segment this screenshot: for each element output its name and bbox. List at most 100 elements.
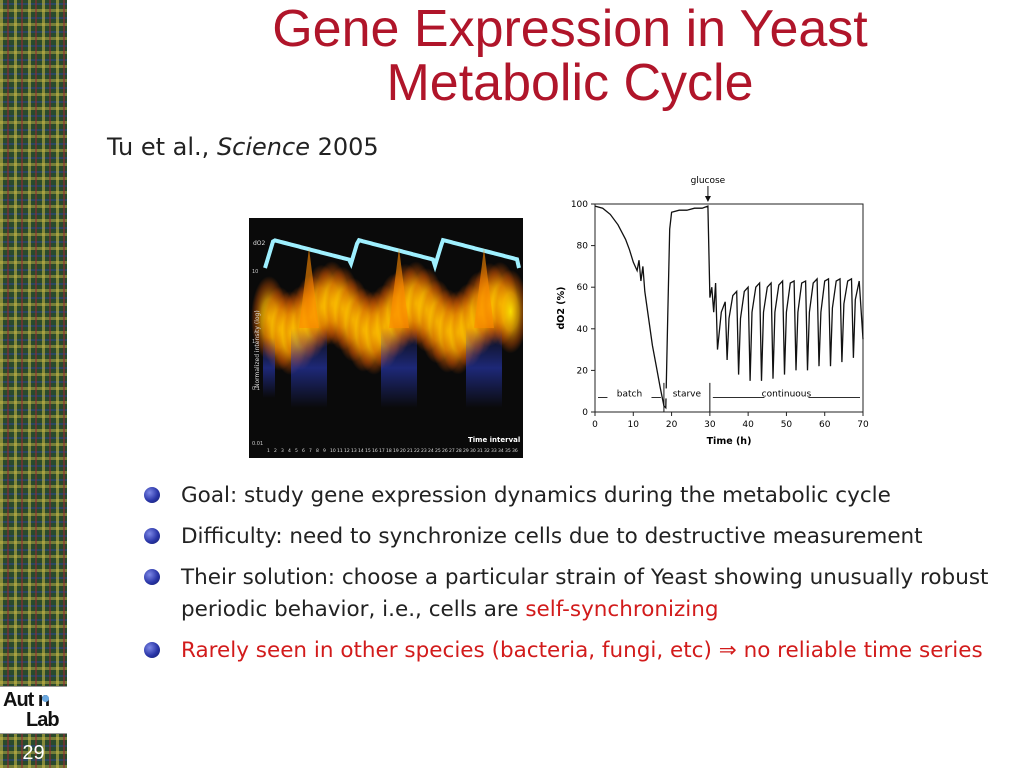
y-tick-label: 0.01: [252, 441, 263, 447]
plot-frame: [594, 203, 864, 413]
logo-line1: Aut n: [3, 689, 50, 711]
phase-label-bg: [664, 388, 709, 399]
do2-chart-svg: 0 20 40 60 80 100 0 10 20 30 40 50 60 70 Time (h) dO2 (…: [556, 176, 869, 447]
x-tick-label: 24: [428, 448, 434, 454]
bullet-text: Their solution: choose a particular stra…: [181, 565, 989, 622]
expression-figure: 10 1 0.1 0.01 1 2 3 4 5 6 7 8 9 10 11 12 13 14 15 16 17 18 19 2…: [249, 218, 529, 458]
phase-label: batch: [617, 389, 642, 399]
bullet-text: Goal: study gene expression dynamics dur…: [181, 483, 891, 508]
x-tick-label: 10: [330, 448, 336, 454]
x-tick-label: 34: [498, 448, 504, 454]
low-expression-band: [263, 338, 275, 398]
x-tick-label: 60: [819, 420, 831, 430]
x-axis-label: Time (h): [707, 436, 752, 447]
title-line2: Metabolic Cycle: [386, 54, 754, 112]
x-tick-label: 4: [288, 448, 291, 454]
x-tick-label: 18: [386, 448, 392, 454]
bullet-icon: [144, 642, 160, 658]
x-tick-label: 20: [666, 420, 678, 430]
x-tick-label: 9: [323, 448, 326, 454]
x-tick-label: 31: [477, 448, 483, 454]
y-tick-label: 80: [577, 242, 589, 252]
y-tick-label: 0: [582, 408, 588, 418]
x-tick-label: 19: [393, 448, 399, 454]
y-axis-label: dO2 (%): [556, 287, 567, 330]
x-tick-label: 7: [309, 448, 312, 454]
glucose-arrowhead: [704, 196, 711, 202]
bullet-goal: Goal: study gene expression dynamics dur…: [140, 480, 1020, 512]
x-tick-label: 33: [491, 448, 497, 454]
phase-label-bg: [607, 388, 652, 399]
citation-journal: Science: [216, 133, 310, 161]
bullet-icon: [144, 569, 160, 585]
citation-authors: Tu et al.,: [107, 133, 210, 161]
low-expression-band: [381, 328, 417, 408]
x-tick-label: 13: [351, 448, 357, 454]
bullet-rarely-seen: Rarely seen in other species (bacteria, …: [140, 635, 1020, 667]
x-tick-label: 16: [372, 448, 378, 454]
expression-spike: [389, 248, 409, 328]
title-line1: Gene Expression in Yeast: [272, 0, 868, 58]
bullet-list: Goal: study gene expression dynamics dur…: [140, 480, 1020, 676]
logo-dot: [42, 695, 49, 702]
x-tick-label: 27: [449, 448, 455, 454]
bullet-icon: [144, 487, 160, 503]
x-tick-label: 10: [628, 420, 640, 430]
x-tick-label: 30: [470, 448, 476, 454]
x-tick-label: 70: [857, 420, 869, 430]
x-tick-label: 36: [512, 448, 518, 454]
phase-label: starve: [673, 389, 702, 399]
glucose-annotation: glucose: [691, 176, 726, 186]
bullet-icon: [144, 528, 160, 544]
do2-series-line: [594, 205, 864, 410]
y-tick-label: 20: [577, 366, 589, 376]
bullet-text: Rarely seen in other species (bacteria, …: [181, 638, 983, 663]
y-tick-label: 10: [252, 269, 258, 275]
citation: Tu et al., Science 2005: [107, 133, 379, 161]
auton-lab-logo: Aut n Lab: [0, 686, 67, 734]
plaid-sidebar: [0, 0, 67, 768]
expression-spike: [474, 248, 494, 328]
x-tick-label: 11: [337, 448, 343, 454]
x-tick-label: 35: [505, 448, 511, 454]
y-tick-label: 60: [577, 283, 589, 293]
phase-label: continuous: [762, 389, 812, 399]
x-tick-label: 12: [344, 448, 350, 454]
logo-line2: Lab: [26, 709, 60, 731]
do2-trace: [263, 237, 521, 273]
y-tick-label: 0.1: [252, 386, 260, 392]
low-expression-band: [466, 328, 502, 408]
x-tick-label: 25: [435, 448, 441, 454]
x-tick-label: 32: [484, 448, 490, 454]
x-tick-label: 23: [421, 448, 427, 454]
x-tick-label: 50: [781, 420, 793, 430]
x-tick-label: 28: [456, 448, 462, 454]
x-tick-label: 22: [414, 448, 420, 454]
low-expression-band: [291, 328, 327, 408]
x-tick-label: 15: [365, 448, 371, 454]
bullet-text: Difficulty: need to synchronize cells du…: [181, 524, 923, 549]
x-tick-label: 1: [267, 448, 270, 454]
x-tick-label: 29: [463, 448, 469, 454]
x-tick-label: 0: [592, 420, 598, 430]
x-tick-label: 21: [407, 448, 413, 454]
x-tick-label: 6: [302, 448, 305, 454]
x-tick-label: 2: [274, 448, 277, 454]
slide-title: Gene Expression in Yeast Metabolic Cycle: [120, 2, 1020, 110]
y-tick-label: 1: [252, 339, 255, 345]
expression-spike: [299, 248, 319, 328]
do2-chart: 0 20 40 60 80 100 0 10 20 30 40 50 60 70 Time (h) dO2 (…: [548, 170, 878, 460]
x-tick-label: 30: [704, 420, 716, 430]
phase-label-bg: [764, 388, 809, 399]
y-tick-label: 40: [577, 325, 589, 335]
x-tick-label: 26: [442, 448, 448, 454]
time-interval-label: Time interval: [468, 436, 520, 444]
citation-year: 2005: [317, 133, 379, 161]
bullet-highlight: self-synchronizing: [525, 597, 719, 622]
x-tick-label: 40: [742, 420, 754, 430]
do2-label: dO2: [253, 240, 266, 247]
x-tick-label: 8: [316, 448, 319, 454]
slide-number: 29: [22, 742, 45, 764]
bullet-difficulty: Difficulty: need to synchronize cells du…: [140, 521, 1020, 553]
y-axis-label: Normalized intensity (log): [254, 310, 261, 388]
